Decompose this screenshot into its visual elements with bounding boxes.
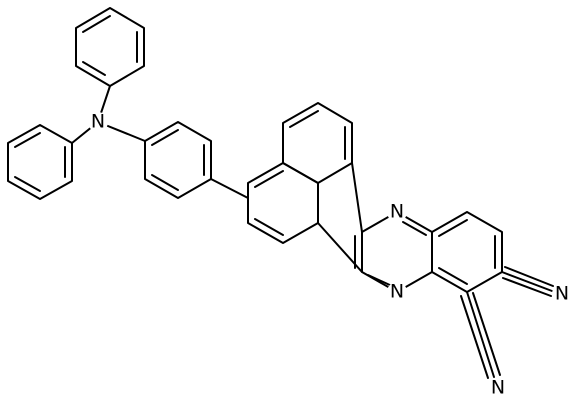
atom-label: N [491, 377, 505, 399]
bonds [7, 7, 554, 379]
atom-labels: N N N N N [88, 111, 572, 399]
atom-label: N [91, 111, 105, 133]
atom-label: N [390, 201, 404, 223]
atom-label: N [555, 283, 569, 305]
atom-label: N [390, 281, 404, 303]
